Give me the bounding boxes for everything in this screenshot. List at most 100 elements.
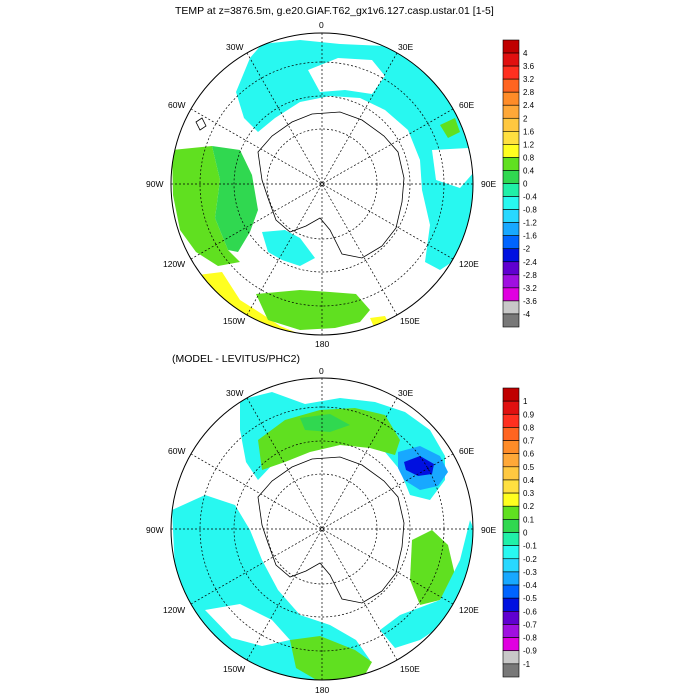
colorbar-2-label-19: -0.9: [523, 647, 537, 656]
field2-cyan-west: [172, 495, 370, 680]
colorbar-1-label-12: -0.8: [523, 206, 537, 215]
panel-1-lon-labels: 0 30E 60E 90E 120E 150E 180 150W 120W 90…: [146, 20, 496, 349]
colorbar-1-swatch-19: [502, 287, 520, 302]
panel-2: (MODEL - LEVITUS/PHC2): [146, 353, 537, 695]
colorbar-1-swatch-3: [502, 78, 520, 93]
colorbar-2-swatch-9: [502, 505, 520, 520]
field2-green-south: [290, 636, 372, 680]
lon2-label-0: 0: [319, 366, 324, 376]
lon-label-120w: 120W: [163, 259, 185, 269]
colorbar-1-swatch-0: [502, 39, 520, 54]
panel-2-field: [172, 392, 473, 680]
lon-label-0: 0: [319, 20, 324, 30]
field-green-ne: [440, 118, 460, 138]
colorbar-1-swatch-10: [502, 170, 520, 184]
lon2-label-30e: 30E: [398, 388, 413, 398]
colorbar-2-swatch-12: [502, 545, 520, 560]
colorbar-1-label-16: -2.4: [523, 258, 537, 267]
colorbar-2-label-13: -0.3: [523, 568, 537, 577]
lon2-label-90w: 90W: [146, 525, 163, 535]
colorbar-1-swatch-13: [502, 209, 520, 223]
colorbar-1-swatch-6: [502, 117, 520, 132]
panel-1-graticule: [171, 33, 473, 335]
panel-2-colorbar: 1 0.9 0.8 0.7 0.6 0.5 0.4 0.3 0.2 0.1 0 -0.1 -0.2 -0.…: [502, 387, 537, 678]
colorbar-1-swatch-9: [502, 157, 520, 171]
colorbar-2-label-15: -0.5: [523, 594, 537, 603]
lon-label-60w: 60W: [168, 100, 185, 110]
panel-2-map: [170, 377, 474, 681]
colorbar-2-label-4: 0.6: [523, 450, 535, 459]
lon2-label-30w: 30W: [226, 388, 243, 398]
lon2-label-90e: 90E: [481, 525, 496, 535]
colorbar-1-swatch-14: [502, 222, 520, 236]
colorbar-2-swatch-3: [502, 427, 520, 441]
colorbar-1-label-17: -2.8: [523, 271, 537, 280]
colorbar-1-swatch-7: [502, 131, 520, 145]
colorbar-2-label-11: -0.1: [523, 542, 537, 551]
colorbar-1-label-14: -1.6: [523, 232, 537, 241]
panel-1-map: [170, 32, 474, 336]
colorbar-2-label-1: 0.9: [523, 410, 535, 419]
lon-label-150w: 150W: [223, 316, 245, 326]
colorbar-1-swatch-15: [502, 235, 520, 250]
colorbar-2-label-12: -0.2: [523, 555, 537, 564]
field2-green-north-2: [300, 414, 350, 432]
colorbar-2-swatch-14: [502, 571, 520, 586]
colorbar-1-swatch-2: [502, 65, 520, 80]
lon2-label-60e: 60E: [459, 446, 474, 456]
lon2-label-120e: 120E: [459, 605, 479, 615]
colorbar-2-label-17: -0.7: [523, 620, 537, 629]
colorbar-2-swatch-10: [502, 519, 520, 533]
colorbar-2-label-16: -0.6: [523, 607, 537, 616]
colorbar-1-swatch-5: [502, 104, 520, 119]
colorbar-2-label-14: -0.4: [523, 581, 537, 590]
colorbar-1-label-1: 3.6: [523, 62, 535, 71]
panel-1-title: TEMP at z=3876.5m, g.e20.GIAF.T62_gx1v6.…: [175, 5, 494, 17]
colorbar-2-swatch-13: [502, 558, 520, 573]
colorbar-2-swatch-17: [502, 611, 520, 625]
colorbar-2-swatch-18: [502, 624, 520, 638]
colorbar-1-swatch-18: [502, 274, 520, 289]
colorbar-2-swatch-5: [502, 453, 520, 468]
lon2-label-150e: 150E: [400, 664, 420, 674]
colorbar-2-swatch-2: [502, 413, 520, 428]
lon-label-60e: 60E: [459, 100, 474, 110]
lon-label-150e: 150E: [400, 316, 420, 326]
colorbar-1-label-9: 0.4: [523, 166, 535, 175]
colorbar-1-swatch-12: [502, 196, 520, 210]
lon-label-30w: 30W: [226, 42, 243, 52]
field-yellow-southwest: [198, 272, 300, 334]
colorbar-2-swatch-15: [502, 584, 520, 599]
colorbar-2-swatch-11: [502, 532, 520, 546]
colorbar-1-label-4: 2.4: [523, 101, 535, 110]
colorbar-2-label-5: 0.5: [523, 463, 535, 472]
colorbar-1-swatch-16: [502, 248, 520, 263]
lon2-label-180: 180: [315, 685, 329, 695]
field2-green-east: [410, 530, 455, 605]
colorbar-1-label-0: 4: [523, 49, 528, 58]
panel-2-title: (MODEL - LEVITUS/PHC2): [172, 353, 300, 365]
colorbar-1-label-19: -3.6: [523, 297, 537, 306]
field2-cyan-east: [380, 520, 473, 648]
colorbar-2-swatch-6: [502, 466, 520, 481]
colorbar-1-label-13: -1.2: [523, 219, 537, 228]
panel-2-graticule: [171, 378, 473, 680]
colorbar-1-swatch-11: [502, 183, 520, 197]
lon2-label-120w: 120W: [163, 605, 185, 615]
colorbar-1-swatch-17: [502, 261, 520, 276]
colorbar-2-swatch-8: [502, 492, 520, 507]
colorbar-2-label-9: 0.1: [523, 515, 535, 524]
field-cyan-north: [236, 40, 473, 270]
panel-1: TEMP at z=3876.5m, g.e20.GIAF.T62_gx1v6.…: [146, 5, 537, 349]
colorbar-2-label-18: -0.8: [523, 634, 537, 643]
colorbar-1-label-3: 2.8: [523, 88, 535, 97]
field-green-west: [172, 146, 240, 266]
colorbar-2-swatch-1: [502, 400, 520, 415]
colorbar-1-label-15: -2: [523, 245, 531, 254]
colorbar-1-label-8: 0.8: [523, 153, 535, 162]
colorbar-1-label-6: 1.6: [523, 127, 535, 136]
colorbar-2-label-8: 0.2: [523, 502, 535, 511]
colorbar-1-label-2: 3.2: [523, 75, 535, 84]
field2-white-sw: [205, 604, 290, 646]
field2-blue-anomaly-core: [404, 456, 434, 476]
